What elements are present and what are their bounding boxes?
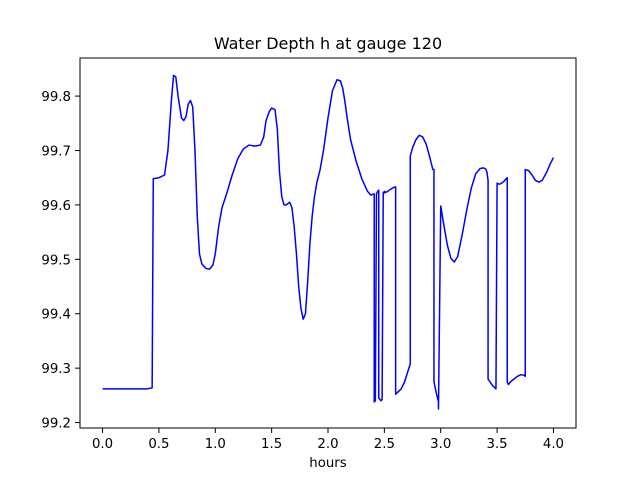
plot-area xyxy=(79,57,577,429)
x-tick-label: 4.0 xyxy=(543,437,564,452)
y-tick-label: 99.2 xyxy=(41,417,71,432)
chart-title: Water Depth h at gauge 120 xyxy=(214,34,442,53)
x-tick-label: 1.0 xyxy=(205,437,226,452)
x-tick-label: 2.5 xyxy=(374,437,395,452)
x-tick-label: 1.5 xyxy=(261,437,282,452)
y-axis: 99.2 99.3 99.4 99.5 99.6 99.7 99.8 xyxy=(41,90,80,432)
x-tick-label: 0.5 xyxy=(148,437,169,452)
series-line xyxy=(102,74,555,410)
x-tick-label: 3.5 xyxy=(487,437,508,452)
x-tick-label: 3.0 xyxy=(430,437,451,452)
x-tick-label: 2.0 xyxy=(317,437,338,452)
x-axis: 0.0 0.5 1.0 1.5 2.0 2.5 3.0 3.5 4.0 xyxy=(92,428,564,452)
y-tick-label: 99.8 xyxy=(41,90,71,105)
y-tick-label: 99.7 xyxy=(41,145,71,160)
x-tick-label: 0.0 xyxy=(92,437,113,452)
y-tick-label: 99.3 xyxy=(41,362,71,377)
x-axis-label: hours xyxy=(309,456,346,471)
y-tick-label: 99.5 xyxy=(41,253,71,268)
y-tick-label: 99.4 xyxy=(41,308,71,323)
y-tick-label: 99.6 xyxy=(41,199,71,214)
